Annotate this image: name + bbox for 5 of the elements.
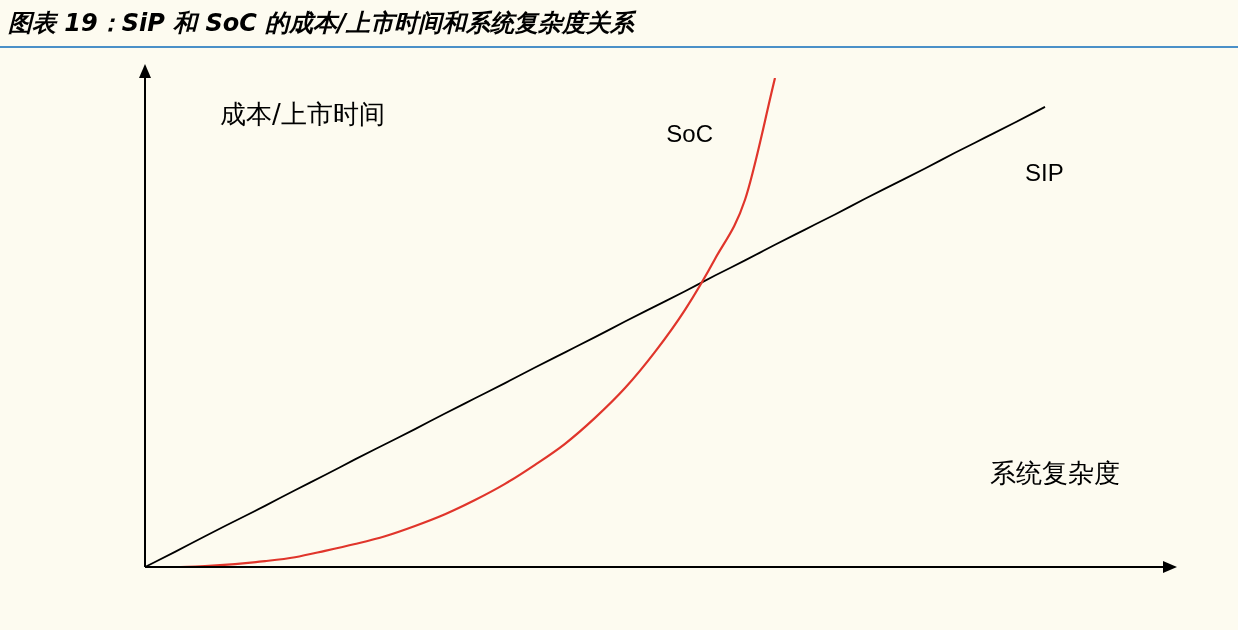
series-label: SoC bbox=[666, 119, 713, 147]
y-axis-title: 成本/上市时间 bbox=[220, 98, 385, 129]
chart-title: 图表 19：SiP 和 SoC 的成本/上市时间和系统复杂度关系 bbox=[0, 0, 1238, 48]
x-axis-title: 系统复杂度 bbox=[990, 457, 1120, 488]
series-label: SIP bbox=[1025, 159, 1064, 187]
